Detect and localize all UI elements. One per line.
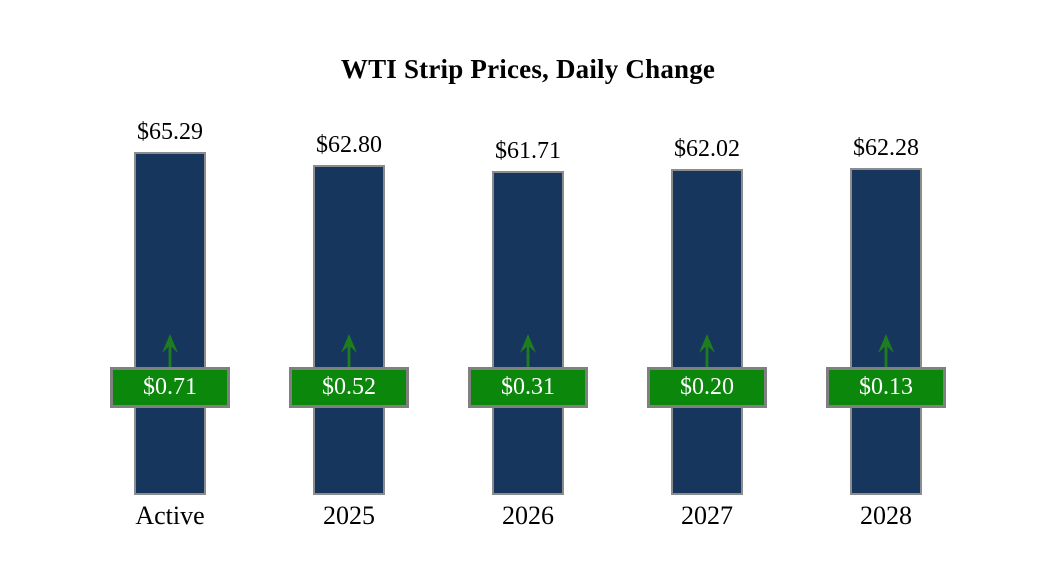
chart-column: $62.02 $0.20 2027 <box>617 0 797 576</box>
daily-change-badge: $0.31 <box>468 367 588 408</box>
chart-title: WTI Strip Prices, Daily Change <box>340 54 716 84</box>
daily-change-badge: $0.13 <box>826 367 946 408</box>
up-arrow-icon <box>341 334 357 368</box>
daily-change-badge: $0.71 <box>110 367 230 408</box>
bar <box>313 165 385 495</box>
bar <box>671 169 743 495</box>
category-label: 2026 <box>502 501 554 530</box>
daily-change-badge: $0.20 <box>647 367 767 408</box>
category-label: Active <box>135 501 205 530</box>
daily-change-value: $0.31 <box>501 374 555 400</box>
chart-column: $65.29 $0.71 Active <box>80 0 260 576</box>
daily-change-value: $0.52 <box>322 374 376 400</box>
daily-change-badge: $0.52 <box>289 367 409 408</box>
daily-change-value: $0.13 <box>859 374 913 400</box>
category-label: 2028 <box>860 501 912 530</box>
bar-value-label: $65.29 <box>137 119 203 145</box>
bar <box>134 152 206 495</box>
bar <box>492 171 564 495</box>
chart-column: $61.71 $0.31 2026 <box>438 0 618 576</box>
chart-column: $62.28 $0.13 2028 <box>796 0 976 576</box>
up-arrow-icon <box>878 334 894 368</box>
bar-value-label: $61.71 <box>495 138 561 164</box>
up-arrow-icon <box>520 334 536 368</box>
up-arrow-icon <box>162 334 178 368</box>
bar <box>850 168 922 495</box>
up-arrow-icon <box>699 334 715 368</box>
daily-change-value: $0.71 <box>143 374 197 400</box>
category-label: 2025 <box>323 501 375 530</box>
bar-value-label: $62.02 <box>674 136 740 162</box>
daily-change-value: $0.20 <box>680 374 734 400</box>
category-label: 2027 <box>681 501 733 530</box>
bar-value-label: $62.28 <box>853 135 919 161</box>
chart-column: $62.80 $0.52 2025 <box>259 0 439 576</box>
bar-value-label: $62.80 <box>316 132 382 158</box>
